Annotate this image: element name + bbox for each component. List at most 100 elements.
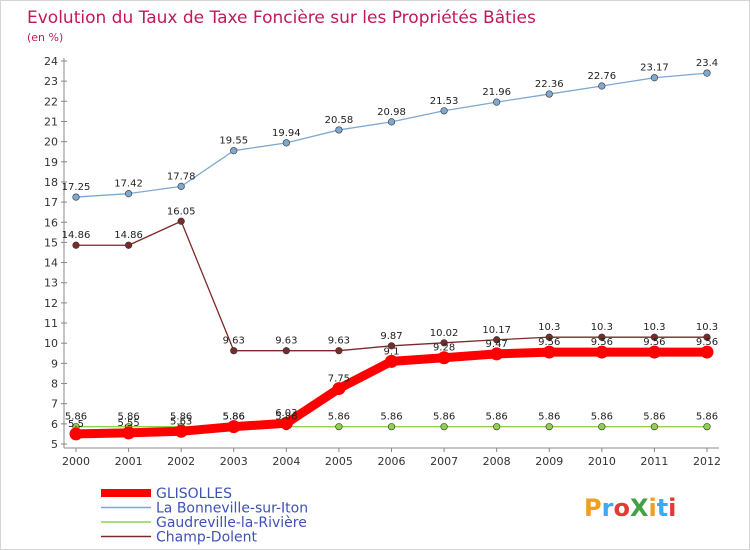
data-label: 21.53 xyxy=(430,96,459,107)
data-point xyxy=(490,347,504,361)
x-tick-label: 2008 xyxy=(483,455,511,468)
data-label: 10.3 xyxy=(591,322,613,333)
data-label: 17.25 xyxy=(62,182,91,193)
x-tick-label: 2006 xyxy=(378,455,406,468)
data-point xyxy=(493,336,501,344)
data-point xyxy=(335,423,343,431)
y-tick-label: 5 xyxy=(51,438,58,451)
data-label: 23.17 xyxy=(640,63,669,74)
x-tick-label: 2002 xyxy=(167,455,195,468)
y-tick-label: 20 xyxy=(44,136,58,149)
data-point xyxy=(440,339,448,347)
data-label: 10.3 xyxy=(538,322,560,333)
data-label: 9.56 xyxy=(643,337,665,348)
y-tick-label: 23 xyxy=(44,75,58,88)
data-label: 5.86 xyxy=(433,412,455,423)
data-point xyxy=(387,423,396,431)
y-tick-label: 7 xyxy=(51,398,58,411)
legend-label: GLISOLLES xyxy=(156,486,232,502)
data-label: 9.47 xyxy=(486,339,508,350)
data-point xyxy=(335,126,343,134)
data-label: 5.5 xyxy=(68,419,84,430)
data-point xyxy=(650,423,659,431)
data-label: 23.4 xyxy=(696,58,718,69)
data-point xyxy=(703,333,711,341)
data-point xyxy=(174,424,188,438)
x-tick-label: 2005 xyxy=(325,455,353,468)
data-label: 5.86 xyxy=(223,412,245,423)
logo-text: ProXiti xyxy=(584,494,676,522)
data-label: 5.86 xyxy=(117,412,139,423)
data-point xyxy=(598,333,606,341)
legend-label: Gaudreville-la-Rivière xyxy=(156,515,307,531)
y-tick-label: 22 xyxy=(44,95,58,108)
data-label: 9.56 xyxy=(696,337,718,348)
data-point xyxy=(227,420,241,434)
data-label: 17.78 xyxy=(167,171,196,182)
x-tick-label: 2001 xyxy=(115,455,143,468)
y-tick-label: 10 xyxy=(44,337,58,350)
x-tick-label: 2010 xyxy=(588,455,616,468)
y-tick-label: 15 xyxy=(44,236,58,249)
y-tick-label: 18 xyxy=(44,176,58,189)
data-label: 22.36 xyxy=(535,79,564,90)
data-point xyxy=(332,382,346,396)
data-label: 6.03 xyxy=(275,408,297,419)
y-tick-label: 9 xyxy=(51,357,58,370)
y-tick-label: 6 xyxy=(51,418,58,431)
data-point xyxy=(542,345,556,359)
data-point xyxy=(335,347,343,355)
y-tick-label: 11 xyxy=(44,317,58,330)
data-label: 9.1 xyxy=(384,346,400,357)
data-label: 9.63 xyxy=(275,336,297,347)
data-point xyxy=(493,98,501,106)
data-point xyxy=(124,190,133,198)
data-label: 21.96 xyxy=(482,87,511,98)
x-tick-label: 2009 xyxy=(535,455,563,468)
data-label: 9.87 xyxy=(380,331,402,342)
data-label: 14.86 xyxy=(114,230,143,241)
data-label: 7.75 xyxy=(328,374,350,385)
data-point xyxy=(282,139,290,147)
data-label: 9.63 xyxy=(328,336,350,347)
data-point xyxy=(440,107,448,115)
data-label: 20.58 xyxy=(325,115,354,126)
x-tick-label: 2004 xyxy=(272,455,300,468)
data-label: 9.56 xyxy=(538,337,560,348)
data-label: 5.86 xyxy=(65,412,87,423)
data-label: 10.3 xyxy=(696,322,718,333)
data-point xyxy=(437,351,451,365)
chart-title: Evolution du Taux de Taxe Foncière sur l… xyxy=(27,8,536,28)
y-tick-label: 21 xyxy=(44,115,58,128)
axes: 5 6 7 8 9 10 11 12 13 14 15 16 17 18 19 20 21 22 23 24 2000 2… xyxy=(44,55,721,468)
data-point xyxy=(545,423,553,431)
data-label: 5.86 xyxy=(380,412,402,423)
data-point xyxy=(703,423,711,431)
data-point xyxy=(385,354,398,368)
y-tick-label: 14 xyxy=(44,257,58,270)
data-label: 5.86 xyxy=(328,412,350,423)
data-point xyxy=(440,423,448,431)
data-label: 5.86 xyxy=(643,412,665,423)
x-tick-label: 2003 xyxy=(220,455,248,468)
x-tick-label: 2000 xyxy=(62,455,90,468)
data-label: 10.3 xyxy=(643,322,665,333)
data-label: 5.86 xyxy=(486,412,508,423)
x-tick-label: 2007 xyxy=(430,455,458,468)
data-label: 5.86 xyxy=(223,412,245,423)
data-label: 10.02 xyxy=(430,328,459,339)
data-point xyxy=(387,118,396,126)
series-layer xyxy=(69,69,714,441)
data-label: 5.86 xyxy=(170,412,192,423)
y-tick-label: 19 xyxy=(44,156,58,169)
y-tick-label: 13 xyxy=(44,277,58,290)
data-label: 5.86 xyxy=(591,412,613,423)
data-point xyxy=(493,423,501,431)
x-tick-label: 2012 xyxy=(693,455,721,468)
legend-label: La Bonneville-sur-Iton xyxy=(156,501,308,517)
data-point xyxy=(72,241,80,249)
y-tick-label: 8 xyxy=(51,378,58,391)
